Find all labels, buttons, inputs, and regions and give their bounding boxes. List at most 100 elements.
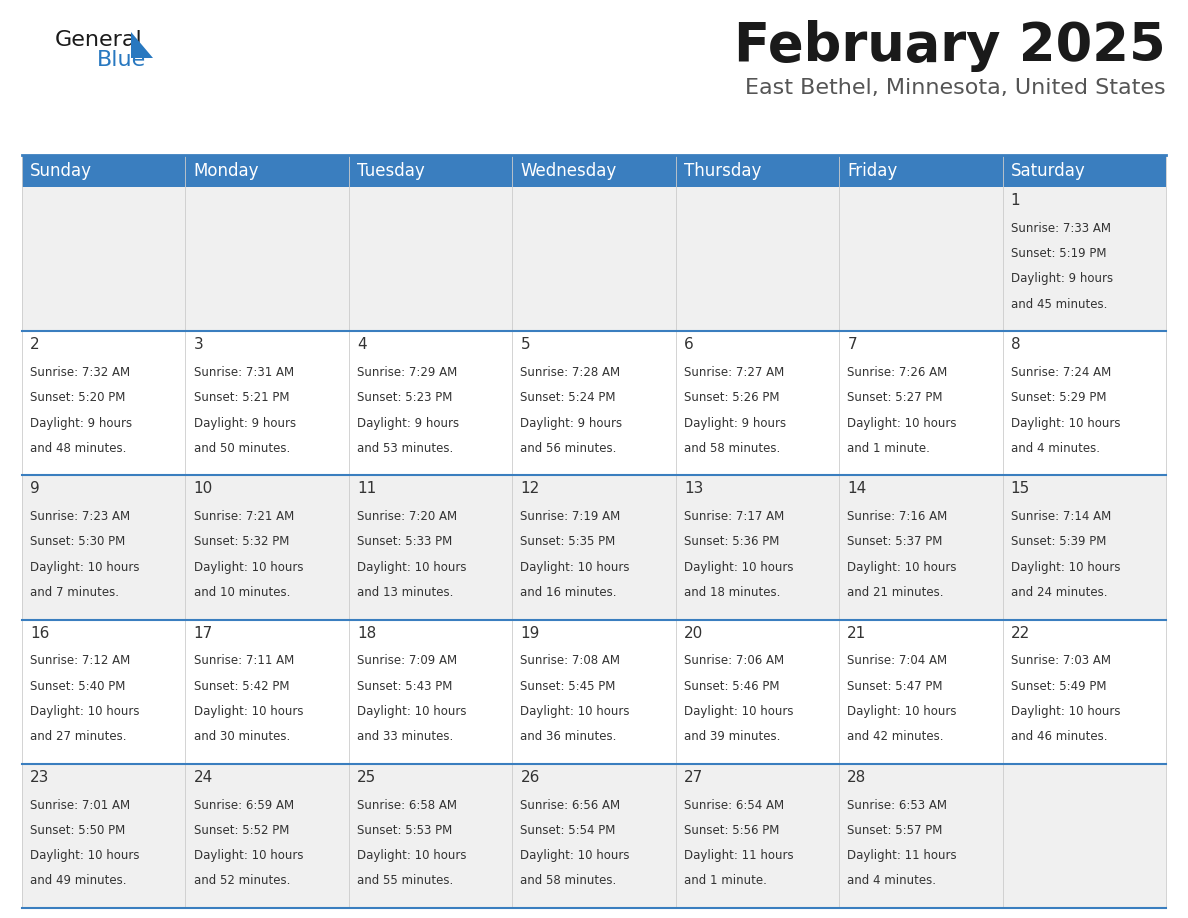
Text: Sunset: 5:29 PM: Sunset: 5:29 PM bbox=[1011, 391, 1106, 404]
Bar bbox=[23, 187, 185, 331]
Text: and 50 minutes.: and 50 minutes. bbox=[194, 442, 290, 454]
Text: Daylight: 11 hours: Daylight: 11 hours bbox=[684, 849, 794, 862]
Text: Daylight: 10 hours: Daylight: 10 hours bbox=[1011, 417, 1120, 430]
Bar bbox=[185, 764, 349, 908]
Polygon shape bbox=[131, 32, 153, 58]
Bar bbox=[185, 620, 349, 764]
Text: 22: 22 bbox=[1011, 625, 1030, 641]
Bar bbox=[349, 155, 512, 187]
Text: 8: 8 bbox=[1011, 337, 1020, 353]
Text: Blue: Blue bbox=[97, 50, 146, 70]
Text: Daylight: 10 hours: Daylight: 10 hours bbox=[847, 561, 956, 574]
Text: 21: 21 bbox=[847, 625, 866, 641]
Bar bbox=[185, 155, 349, 187]
Text: Sunrise: 7:01 AM: Sunrise: 7:01 AM bbox=[30, 799, 131, 812]
Text: Sunset: 5:45 PM: Sunset: 5:45 PM bbox=[520, 679, 615, 693]
Text: and 46 minutes.: and 46 minutes. bbox=[1011, 730, 1107, 744]
Text: and 45 minutes.: and 45 minutes. bbox=[1011, 297, 1107, 310]
Text: and 21 minutes.: and 21 minutes. bbox=[847, 586, 943, 599]
Bar bbox=[23, 476, 185, 620]
Text: and 49 minutes.: and 49 minutes. bbox=[30, 874, 127, 888]
Text: 19: 19 bbox=[520, 625, 539, 641]
Bar bbox=[512, 331, 676, 476]
Text: Daylight: 10 hours: Daylight: 10 hours bbox=[358, 705, 467, 718]
Text: Sunset: 5:43 PM: Sunset: 5:43 PM bbox=[358, 679, 453, 693]
Text: and 36 minutes.: and 36 minutes. bbox=[520, 730, 617, 744]
Bar bbox=[349, 476, 512, 620]
Text: Sunset: 5:35 PM: Sunset: 5:35 PM bbox=[520, 535, 615, 548]
Bar bbox=[349, 620, 512, 764]
Text: Daylight: 9 hours: Daylight: 9 hours bbox=[194, 417, 296, 430]
Text: Sunset: 5:52 PM: Sunset: 5:52 PM bbox=[194, 823, 289, 837]
Text: and 39 minutes.: and 39 minutes. bbox=[684, 730, 781, 744]
Text: Sunset: 5:40 PM: Sunset: 5:40 PM bbox=[30, 679, 126, 693]
Bar bbox=[1003, 764, 1165, 908]
Text: Thursday: Thursday bbox=[684, 162, 762, 180]
Bar bbox=[676, 331, 839, 476]
Text: Sunset: 5:50 PM: Sunset: 5:50 PM bbox=[30, 823, 126, 837]
Text: Sunrise: 7:04 AM: Sunrise: 7:04 AM bbox=[847, 655, 948, 667]
Bar bbox=[1003, 331, 1165, 476]
Text: Daylight: 10 hours: Daylight: 10 hours bbox=[684, 705, 794, 718]
Text: 9: 9 bbox=[30, 481, 40, 497]
Text: Daylight: 10 hours: Daylight: 10 hours bbox=[358, 849, 467, 862]
Bar bbox=[1003, 187, 1165, 331]
Bar bbox=[185, 476, 349, 620]
Bar bbox=[839, 155, 1003, 187]
Text: and 42 minutes.: and 42 minutes. bbox=[847, 730, 943, 744]
Text: Daylight: 10 hours: Daylight: 10 hours bbox=[30, 849, 140, 862]
Text: Sunrise: 7:27 AM: Sunrise: 7:27 AM bbox=[684, 366, 784, 379]
Text: Daylight: 10 hours: Daylight: 10 hours bbox=[847, 705, 956, 718]
Text: General: General bbox=[55, 30, 143, 50]
Bar bbox=[676, 764, 839, 908]
Bar bbox=[1003, 620, 1165, 764]
Text: 28: 28 bbox=[847, 770, 866, 785]
Bar bbox=[512, 155, 676, 187]
Text: Sunset: 5:39 PM: Sunset: 5:39 PM bbox=[1011, 535, 1106, 548]
Text: Daylight: 10 hours: Daylight: 10 hours bbox=[520, 561, 630, 574]
Bar bbox=[512, 187, 676, 331]
Text: 24: 24 bbox=[194, 770, 213, 785]
Text: Tuesday: Tuesday bbox=[358, 162, 425, 180]
Bar bbox=[839, 620, 1003, 764]
Text: and 58 minutes.: and 58 minutes. bbox=[684, 442, 781, 454]
Text: 7: 7 bbox=[847, 337, 857, 353]
Text: and 58 minutes.: and 58 minutes. bbox=[520, 874, 617, 888]
Text: Sunrise: 7:29 AM: Sunrise: 7:29 AM bbox=[358, 366, 457, 379]
Text: 12: 12 bbox=[520, 481, 539, 497]
Text: Daylight: 10 hours: Daylight: 10 hours bbox=[30, 561, 140, 574]
Text: Sunset: 5:54 PM: Sunset: 5:54 PM bbox=[520, 823, 615, 837]
Bar bbox=[185, 331, 349, 476]
Text: Sunrise: 7:06 AM: Sunrise: 7:06 AM bbox=[684, 655, 784, 667]
Text: Sunset: 5:56 PM: Sunset: 5:56 PM bbox=[684, 823, 779, 837]
Bar bbox=[23, 620, 185, 764]
Text: Sunrise: 7:17 AM: Sunrise: 7:17 AM bbox=[684, 510, 784, 523]
Text: Sunrise: 7:19 AM: Sunrise: 7:19 AM bbox=[520, 510, 620, 523]
Text: Sunrise: 7:09 AM: Sunrise: 7:09 AM bbox=[358, 655, 457, 667]
Text: Sunset: 5:20 PM: Sunset: 5:20 PM bbox=[30, 391, 126, 404]
Text: Sunset: 5:19 PM: Sunset: 5:19 PM bbox=[1011, 247, 1106, 260]
Bar bbox=[676, 155, 839, 187]
Text: 18: 18 bbox=[358, 625, 377, 641]
Text: Sunrise: 7:03 AM: Sunrise: 7:03 AM bbox=[1011, 655, 1111, 667]
Text: Friday: Friday bbox=[847, 162, 898, 180]
Text: and 53 minutes.: and 53 minutes. bbox=[358, 442, 454, 454]
Text: Sunrise: 6:53 AM: Sunrise: 6:53 AM bbox=[847, 799, 947, 812]
Bar bbox=[512, 476, 676, 620]
Text: and 30 minutes.: and 30 minutes. bbox=[194, 730, 290, 744]
Text: Sunset: 5:21 PM: Sunset: 5:21 PM bbox=[194, 391, 289, 404]
Text: and 16 minutes.: and 16 minutes. bbox=[520, 586, 617, 599]
Text: 23: 23 bbox=[30, 770, 50, 785]
Text: 1: 1 bbox=[1011, 193, 1020, 208]
Bar bbox=[676, 620, 839, 764]
Text: Wednesday: Wednesday bbox=[520, 162, 617, 180]
Text: 5: 5 bbox=[520, 337, 530, 353]
Text: Sunrise: 7:21 AM: Sunrise: 7:21 AM bbox=[194, 510, 293, 523]
Text: 20: 20 bbox=[684, 625, 703, 641]
Text: Sunrise: 7:31 AM: Sunrise: 7:31 AM bbox=[194, 366, 293, 379]
Text: Sunday: Sunday bbox=[30, 162, 93, 180]
Bar bbox=[1003, 155, 1165, 187]
Text: Sunrise: 7:14 AM: Sunrise: 7:14 AM bbox=[1011, 510, 1111, 523]
Text: Daylight: 11 hours: Daylight: 11 hours bbox=[847, 849, 958, 862]
Text: and 55 minutes.: and 55 minutes. bbox=[358, 874, 454, 888]
